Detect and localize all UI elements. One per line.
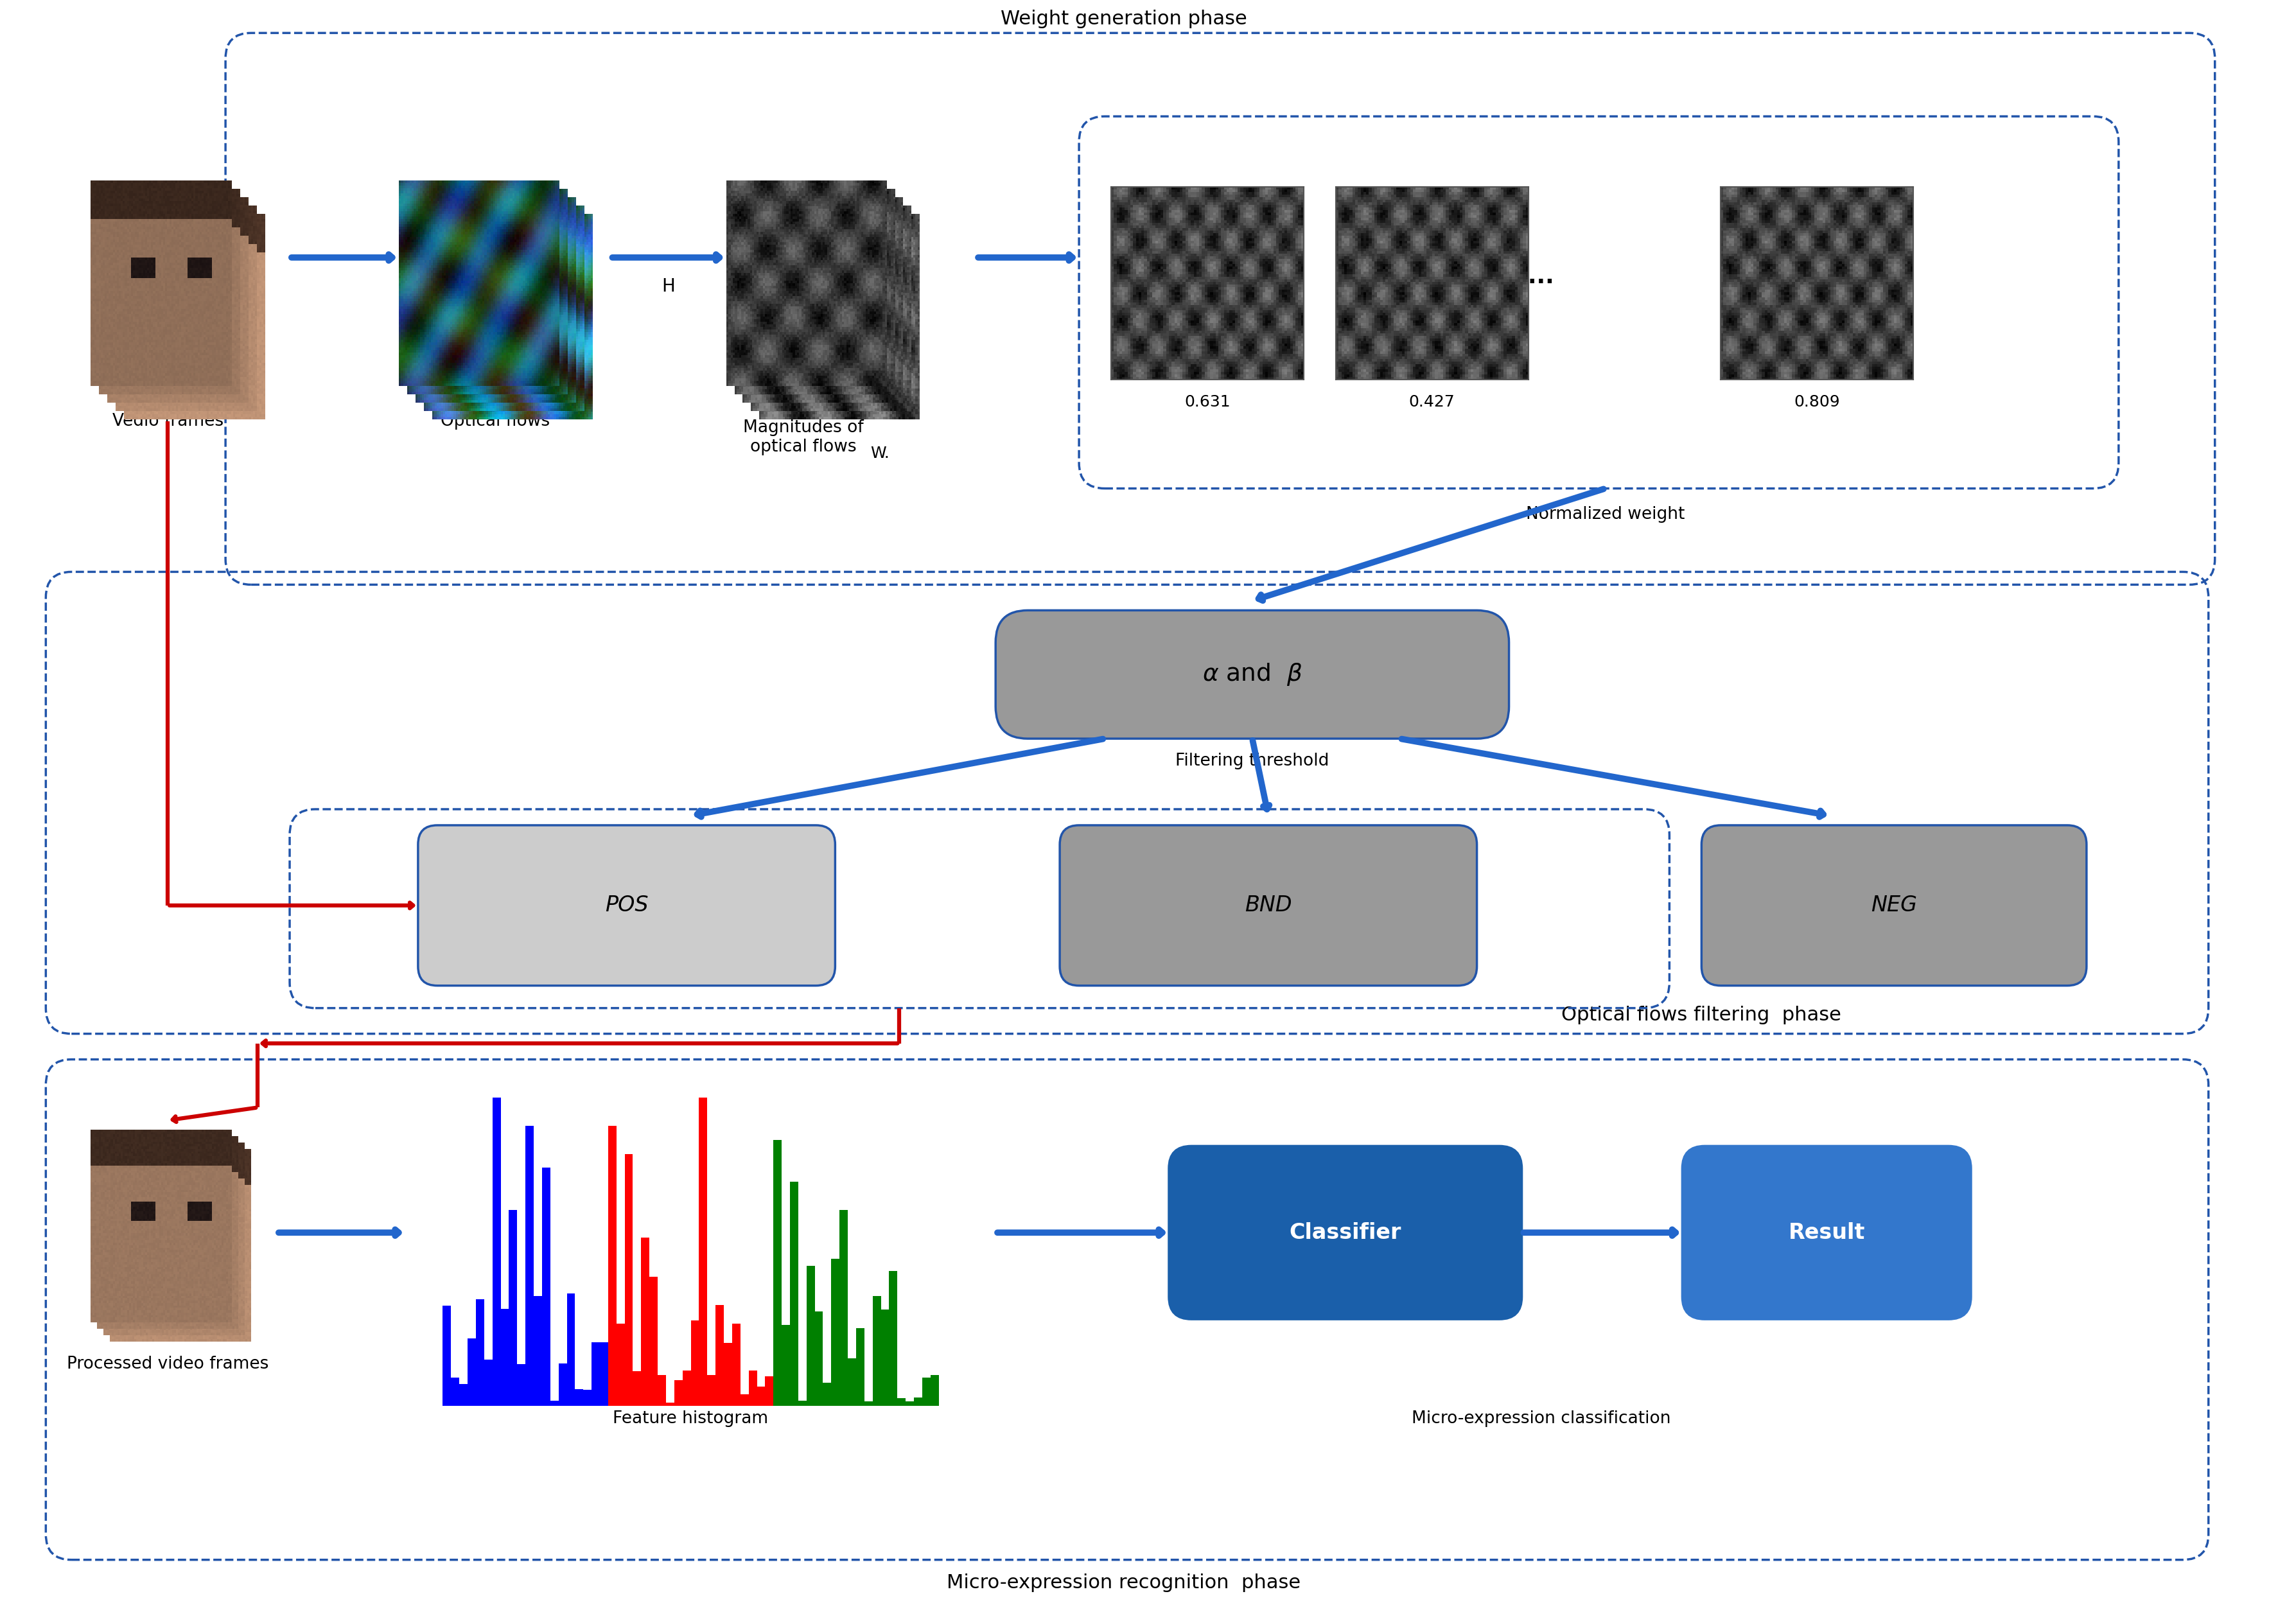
Text: Result: Result: [1789, 1222, 1864, 1243]
Text: 0.427: 0.427: [1410, 395, 1456, 409]
Text: Weight generation phase: Weight generation phase: [1001, 10, 1247, 27]
Text: Micro-expression recognition  phase: Micro-expression recognition phase: [946, 1573, 1302, 1593]
Text: POS: POS: [604, 895, 647, 916]
Text: Filtering threshold: Filtering threshold: [1176, 753, 1329, 769]
Text: 0.809: 0.809: [1793, 395, 1839, 409]
Text: BND: BND: [1244, 895, 1293, 916]
Text: Processed video frames: Processed video frames: [67, 1356, 269, 1372]
Text: H: H: [661, 277, 675, 295]
Text: Normalized weight: Normalized weight: [1527, 506, 1685, 522]
Text: Magnitudes of
optical flows: Magnitudes of optical flows: [744, 419, 863, 455]
Text: Micro-expression classification: Micro-expression classification: [1412, 1410, 1671, 1427]
Text: $\alpha$ and  $\beta$: $\alpha$ and $\beta$: [1203, 661, 1302, 687]
Text: W.: W.: [870, 445, 889, 461]
Text: NEG: NEG: [1871, 895, 1917, 916]
FancyBboxPatch shape: [1683, 1146, 1970, 1319]
Text: ......: ......: [1502, 266, 1554, 287]
Text: Vedio frames: Vedio frames: [113, 413, 223, 429]
FancyBboxPatch shape: [418, 825, 836, 985]
Text: 0.631: 0.631: [1185, 395, 1231, 409]
FancyBboxPatch shape: [1701, 825, 2087, 985]
Text: Optical flows: Optical flows: [441, 413, 549, 429]
FancyBboxPatch shape: [1169, 1146, 1522, 1319]
Text: Feature histogram: Feature histogram: [613, 1410, 769, 1427]
FancyBboxPatch shape: [1061, 825, 1476, 985]
Text: Classifier: Classifier: [1290, 1222, 1401, 1243]
Text: Optical flows filtering  phase: Optical flows filtering phase: [1561, 1006, 1841, 1024]
FancyBboxPatch shape: [996, 611, 1508, 738]
